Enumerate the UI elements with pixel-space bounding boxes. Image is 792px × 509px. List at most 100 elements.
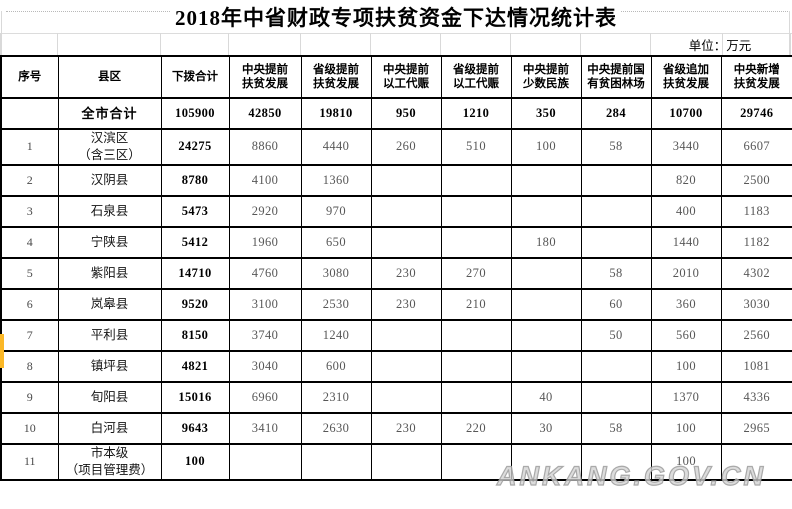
value-cell — [440, 194, 512, 228]
table-row: 9 旬阳县 15016 6960 2310 40 1370 4336 — [0, 380, 792, 414]
value-cell — [440, 380, 512, 414]
value-cell: 1960 — [228, 225, 302, 259]
value-cell: 400 — [650, 194, 722, 228]
value-cell: 19810 — [300, 97, 372, 130]
value-cell: 100 — [650, 349, 722, 383]
value-cell: 60 — [580, 287, 652, 321]
table-row: 1 汉滨区 （含三区） 24275 8860 4440 260 510 100 … — [0, 128, 792, 166]
value-cell: 2630 — [300, 411, 372, 445]
value-cell: 4760 — [228, 256, 302, 290]
header-row: 序号 县区 下拨合计 中央提前 扶贫发展 省级提前 扶贫发展 中央提前 以工代赈… — [0, 55, 792, 99]
value-cell: 350 — [510, 97, 582, 130]
total-cell: 9520 — [160, 287, 230, 321]
column-header-central-new-dev: 中央新增 扶贫发展 — [720, 55, 792, 99]
value-cell: 29746 — [720, 97, 792, 130]
value-cell — [510, 318, 582, 352]
total-cell: 24275 — [160, 128, 230, 166]
county-cell: 全市合计 — [57, 97, 162, 130]
value-cell: 2965 — [720, 411, 792, 445]
serial-cell: 4 — [0, 225, 59, 259]
value-cell: 650 — [300, 225, 372, 259]
table-row: 5 紫阳县 14710 4760 3080 230 270 58 2010 43… — [0, 256, 792, 290]
gridline-vertical — [510, 33, 511, 55]
total-cell: 105900 — [160, 97, 230, 130]
column-header-county: 县区 — [57, 55, 162, 99]
table-row: 7 平利县 8150 3740 1240 50 560 2560 — [0, 318, 792, 352]
value-cell: 1081 — [720, 349, 792, 383]
value-cell — [510, 287, 582, 321]
value-cell: 2310 — [300, 380, 372, 414]
value-cell — [440, 318, 512, 352]
statistics-table: 序号 县区 下拨合计 中央提前 扶贫发展 省级提前 扶贫发展 中央提前 以工代赈… — [0, 55, 792, 481]
value-cell: 230 — [370, 256, 442, 290]
total-cell: 5473 — [160, 194, 230, 228]
county-cell: 汉滨区 （含三区） — [57, 128, 162, 166]
gridline-vertical — [789, 11, 790, 55]
value-cell: 600 — [300, 349, 372, 383]
value-cell — [370, 380, 442, 414]
county-cell: 汉阴县 — [57, 163, 162, 197]
county-cell: 镇坪县 — [57, 349, 162, 383]
gridline-vertical — [440, 33, 441, 55]
value-cell: 2500 — [720, 163, 792, 197]
row-highlight-stripe — [0, 334, 4, 368]
value-cell: 970 — [300, 194, 372, 228]
gridline-vertical — [160, 33, 161, 55]
gridline-vertical — [228, 33, 229, 55]
value-cell: 10700 — [650, 97, 722, 130]
value-cell: 42850 — [228, 97, 302, 130]
gridline-vertical — [580, 33, 581, 55]
value-cell: 180 — [510, 225, 582, 259]
value-cell: 1240 — [300, 318, 372, 352]
value-cell: 58 — [580, 128, 652, 166]
gridline-vertical — [1, 11, 2, 55]
value-cell — [580, 380, 652, 414]
serial-cell — [0, 97, 59, 130]
value-cell: 100 — [650, 442, 722, 481]
dashed-gridline-left — [6, 11, 178, 12]
value-cell — [510, 194, 582, 228]
table-row: 2 汉阴县 8780 4100 1360 820 2500 — [0, 163, 792, 197]
value-cell: 30 — [510, 411, 582, 445]
value-cell — [440, 163, 512, 197]
watermark: ANKANG.GOV.CN — [496, 460, 767, 491]
value-cell — [370, 194, 442, 228]
value-cell — [580, 194, 652, 228]
county-cell: 宁陕县 — [57, 225, 162, 259]
serial-cell: 10 — [0, 411, 59, 445]
county-cell: 石泉县 — [57, 194, 162, 228]
value-cell — [440, 225, 512, 259]
value-cell: 510 — [440, 128, 512, 166]
table-row: 4 宁陕县 5412 1960 650 180 1440 1182 — [0, 225, 792, 259]
column-header-central-state-forest: 中央提前国 有贫困林场 — [580, 55, 652, 99]
value-cell: 50 — [580, 318, 652, 352]
total-cell: 4821 — [160, 349, 230, 383]
county-cell: 白河县 — [57, 411, 162, 445]
value-cell: 560 — [650, 318, 722, 352]
table-row: 3 石泉县 5473 2920 970 400 1183 — [0, 194, 792, 228]
total-cell: 8150 — [160, 318, 230, 352]
page-title: 2018年中省财政专项扶贫资金下达情况统计表 — [171, 1, 621, 32]
value-cell: 2560 — [720, 318, 792, 352]
value-cell: 1183 — [720, 194, 792, 228]
value-cell: 1370 — [650, 380, 722, 414]
value-cell: 40 — [510, 380, 582, 414]
total-cell: 9643 — [160, 411, 230, 445]
serial-cell: 5 — [0, 256, 59, 290]
table-body: 全市合计 105900 42850 19810 950 1210 350 284… — [0, 97, 792, 481]
value-cell — [370, 349, 442, 383]
table-row: 8 镇坪县 4821 3040 600 100 1081 — [0, 349, 792, 383]
column-header-provincial-advance-dev: 省级提前 扶贫发展 — [300, 55, 372, 99]
value-cell: 1440 — [650, 225, 722, 259]
total-cell: 14710 — [160, 256, 230, 290]
value-cell: 2010 — [650, 256, 722, 290]
value-cell — [510, 349, 582, 383]
value-cell: 2530 — [300, 287, 372, 321]
serial-cell: 6 — [0, 287, 59, 321]
column-header-total: 下拨合计 — [160, 55, 230, 99]
value-cell — [370, 442, 442, 481]
value-cell: 4440 — [300, 128, 372, 166]
value-cell — [580, 225, 652, 259]
unit-label: 单位：万元 — [688, 38, 752, 53]
county-cell: 岚皋县 — [57, 287, 162, 321]
